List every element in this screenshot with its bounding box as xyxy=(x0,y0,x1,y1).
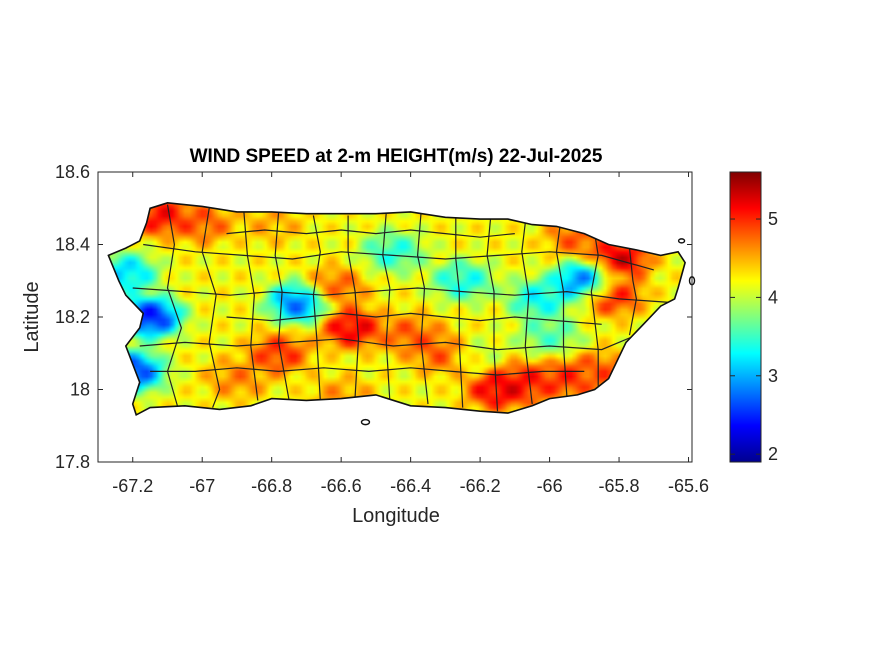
colorbar-gradient xyxy=(729,171,762,463)
x-axis-label: Longitude xyxy=(352,505,440,527)
x-tick-label: -66 xyxy=(537,476,563,496)
y-tick-label: 18.6 xyxy=(55,162,90,182)
coastline xyxy=(107,201,686,417)
municipal-border xyxy=(312,215,321,401)
colorbar-tick-label: 4 xyxy=(768,287,778,307)
x-tick-label: -65.8 xyxy=(599,476,640,496)
municipal-border xyxy=(521,222,533,405)
municipal-border xyxy=(382,211,391,401)
x-tick-label: -67 xyxy=(189,476,215,496)
colorbar-ticks: 2 3 4 5 xyxy=(730,209,778,464)
y-tick-label: 18 xyxy=(70,380,90,400)
small-island xyxy=(677,238,686,244)
municipal-border xyxy=(416,211,429,405)
municipal-border xyxy=(226,229,515,238)
municipal-border xyxy=(166,204,183,408)
colorbar-tick-label: 2 xyxy=(768,444,778,464)
municipal-border xyxy=(226,312,602,325)
municipal-borders xyxy=(132,204,672,412)
colorbar: 2 3 4 5 xyxy=(729,171,778,464)
municipal-border xyxy=(201,208,221,408)
municipal-border xyxy=(243,211,259,401)
x-tick-label: -66.2 xyxy=(460,476,501,496)
small-island xyxy=(360,418,371,426)
chart-title: WIND SPEED at 2-m HEIGHT(m/s) 22-Jul-202… xyxy=(190,146,603,167)
municipal-border xyxy=(555,226,568,397)
municipal-border xyxy=(486,219,499,412)
x-tick-label: -66.6 xyxy=(321,476,362,496)
municipal-border xyxy=(628,248,638,336)
y-axis: 17.8 18 18.2 18.4 18.6 xyxy=(55,162,692,472)
colorbar-tick-label: 5 xyxy=(768,209,778,229)
municipal-border xyxy=(132,287,672,304)
municipal-border xyxy=(143,243,654,271)
municipal-border xyxy=(590,233,599,386)
colorbar-tick-label: 3 xyxy=(768,366,778,386)
y-tick-label: 18.2 xyxy=(55,307,90,327)
y-axis-label: Latitude xyxy=(21,281,43,352)
x-tick-label: -66.8 xyxy=(251,476,292,496)
municipal-border xyxy=(455,215,464,408)
x-tick-label: -66.4 xyxy=(390,476,431,496)
municipal-border xyxy=(139,334,637,351)
municipal-border xyxy=(347,215,360,397)
x-tick-label: -67.2 xyxy=(112,476,153,496)
y-tick-label: 18.4 xyxy=(55,235,90,255)
municipal-border xyxy=(274,211,290,401)
municipal-border xyxy=(150,367,585,376)
x-tick-label: -65.6 xyxy=(668,476,709,496)
y-tick-label: 17.8 xyxy=(55,452,90,472)
x-axis: -67.2 -67 -66.8 -66.6 -66.4 -66.2 -66 -65.8 -65.… xyxy=(112,172,709,496)
